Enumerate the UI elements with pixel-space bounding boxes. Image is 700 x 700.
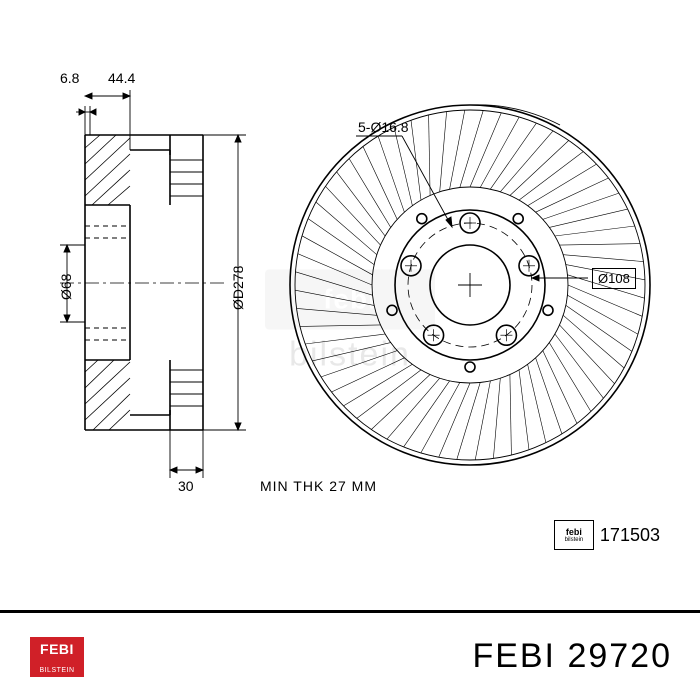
drawing-number: 171503 — [600, 525, 660, 546]
dim-top-offset: 6.8 — [60, 70, 79, 86]
side-view — [60, 90, 246, 478]
dim-hub-diameter: Ø68 — [58, 274, 74, 300]
dim-bottom-thickness: 30 — [178, 478, 194, 494]
footer-part-number: FEBI 29720 — [472, 637, 672, 676]
dim-min-thk: MIN THK 27 MM — [260, 478, 377, 494]
febi-badge-sub: BILSTEIN — [39, 667, 74, 674]
tech-drawing-svg — [0, 0, 700, 700]
dim-outer-diameter: ØD278 — [230, 266, 246, 310]
footer-brand-block: FEBI BILSTEIN — [28, 635, 86, 679]
drawing-number-block: febi bilstein 171503 — [554, 520, 660, 550]
mini-febi-badge: febi bilstein — [554, 520, 594, 550]
drawing-canvas: febi bilstein — [0, 0, 700, 700]
febi-badge-brand: FEBI — [40, 641, 74, 657]
mini-badge-sub: bilstein — [565, 537, 584, 543]
febi-badge: FEBI BILSTEIN — [28, 635, 86, 679]
dim-pcd: Ø108 — [592, 268, 636, 289]
dim-flange-width: 44.4 — [108, 70, 135, 86]
mini-badge-brand: febi — [566, 527, 582, 537]
dim-bolt-pattern: 5-Ø16.8 — [358, 119, 409, 135]
footer: FEBI BILSTEIN FEBI 29720 — [0, 610, 700, 700]
